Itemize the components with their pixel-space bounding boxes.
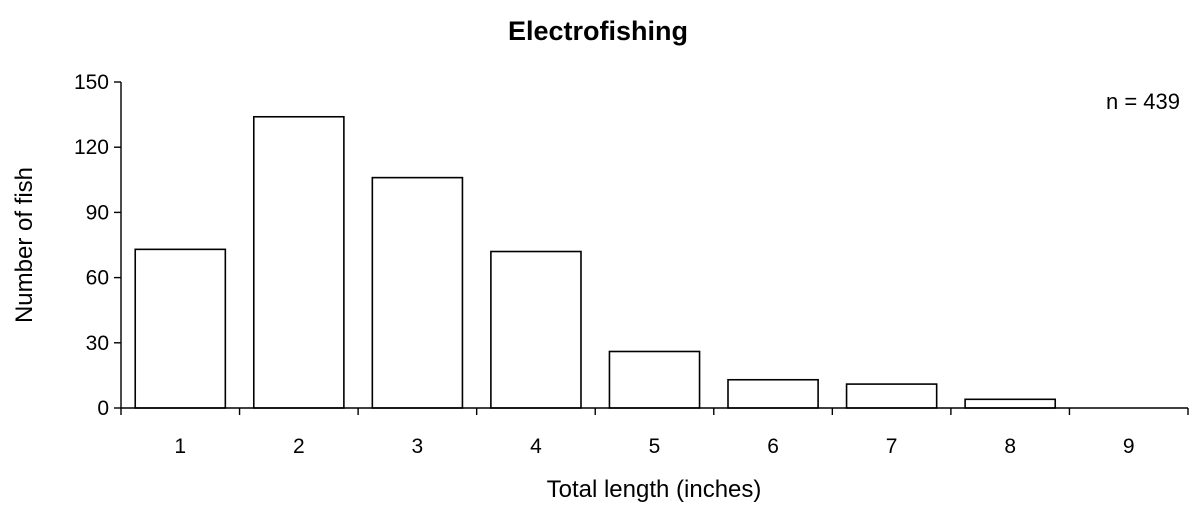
- y-tick-label: 0: [97, 397, 109, 420]
- bar-length-5: [608, 350, 701, 409]
- bar-length-1: [134, 248, 227, 409]
- y-axis: 0 30 60 90 120 150: [74, 71, 122, 420]
- bar-length-2: [252, 115, 345, 409]
- bars-group: [134, 115, 1057, 409]
- x-tick-label: 3: [412, 435, 424, 458]
- x-tick-label: 1: [174, 435, 186, 458]
- y-tick-label: 120: [74, 136, 109, 159]
- bar-length-3: [371, 176, 464, 409]
- x-tick-label: 5: [649, 435, 661, 458]
- chart-title: Electrofishing: [508, 16, 688, 46]
- bar-length-8: [964, 398, 1057, 409]
- x-tick-label: 4: [530, 435, 542, 458]
- bar-length-7: [845, 383, 938, 409]
- x-tick-label: 8: [1004, 435, 1016, 458]
- x-tick-label: 2: [293, 435, 305, 458]
- x-tick-label: 7: [886, 435, 898, 458]
- y-tick-label: 150: [74, 71, 109, 94]
- bar-length-6: [727, 378, 819, 409]
- x-tick-label: 9: [1123, 435, 1135, 458]
- y-axis-title: Number of fish: [11, 167, 38, 323]
- y-tick-label: 90: [86, 201, 109, 224]
- x-axis: 1 2 3 4 5 6 7 8 9: [120, 407, 1189, 458]
- y-tick-label: 30: [86, 332, 109, 355]
- x-axis-title: Total length (inches): [547, 476, 762, 503]
- x-tick-label: 6: [767, 435, 779, 458]
- bar-length-4: [490, 250, 582, 409]
- y-tick-label: 60: [86, 267, 109, 290]
- sample-size-annotation: n = 439: [1106, 89, 1180, 114]
